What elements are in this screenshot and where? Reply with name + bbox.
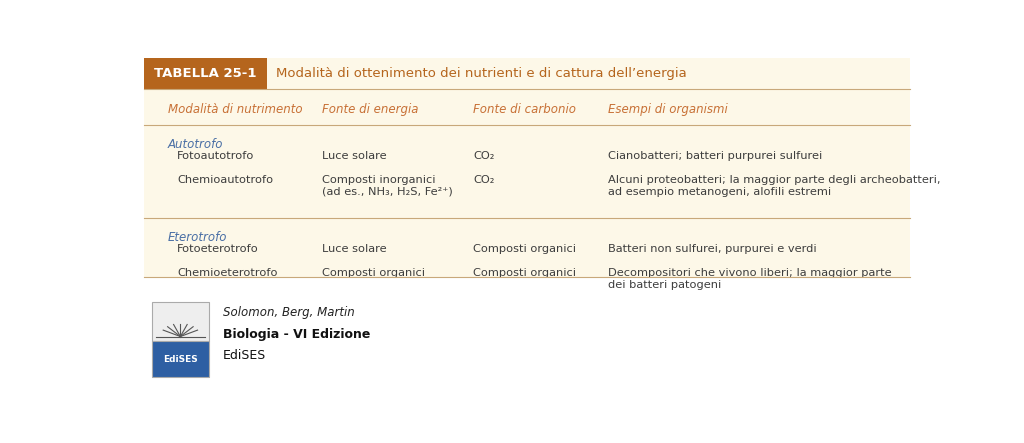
Text: Biologia - VI Edizione: Biologia - VI Edizione xyxy=(223,328,371,341)
Text: TABELLA 25-1: TABELLA 25-1 xyxy=(155,67,257,80)
Text: Cianobatteri; batteri purpurei sulfurei: Cianobatteri; batteri purpurei sulfurei xyxy=(608,151,822,161)
Text: Decompositori che vivono liberi; la maggior parte
dei batteri patogeni: Decompositori che vivono liberi; la magg… xyxy=(608,268,892,290)
FancyBboxPatch shape xyxy=(143,58,909,276)
Text: Fotoeterotrofo: Fotoeterotrofo xyxy=(177,244,259,254)
Text: Eterotrofo: Eterotrofo xyxy=(168,231,227,244)
Text: Composti inorganici
(ad es., NH₃, H₂S, Fe²⁺): Composti inorganici (ad es., NH₃, H₂S, F… xyxy=(323,175,454,197)
Text: Fonte di energia: Fonte di energia xyxy=(323,103,419,116)
Text: Chemioautotrofo: Chemioautotrofo xyxy=(177,175,273,185)
Text: Autotrofo: Autotrofo xyxy=(168,138,223,151)
Text: Luce solare: Luce solare xyxy=(323,244,387,254)
Text: Fonte di carbonio: Fonte di carbonio xyxy=(473,103,577,116)
Text: CO₂: CO₂ xyxy=(473,151,495,161)
FancyBboxPatch shape xyxy=(152,341,209,377)
Text: Modalità di ottenimento dei nutrienti e di cattura dell’energia: Modalità di ottenimento dei nutrienti e … xyxy=(276,67,687,80)
Text: EdiSES: EdiSES xyxy=(223,349,266,362)
Text: Composti organici: Composti organici xyxy=(473,268,577,278)
Text: Alcuni proteobatteri; la maggior parte degli archeobatteri,
ad esempio metanogen: Alcuni proteobatteri; la maggior parte d… xyxy=(608,175,941,197)
Text: Modalità di nutrimento: Modalità di nutrimento xyxy=(168,103,302,116)
Text: Batteri non sulfurei, purpurei e verdi: Batteri non sulfurei, purpurei e verdi xyxy=(608,244,817,254)
Text: Chemioeterotrofo: Chemioeterotrofo xyxy=(177,268,278,278)
Text: Composti organici: Composti organici xyxy=(473,244,577,254)
Text: Composti organici: Composti organici xyxy=(323,268,425,278)
FancyBboxPatch shape xyxy=(152,302,209,341)
FancyBboxPatch shape xyxy=(143,58,267,89)
Text: Luce solare: Luce solare xyxy=(323,151,387,161)
Text: CO₂: CO₂ xyxy=(473,175,495,185)
Text: Fotoautotrofo: Fotoautotrofo xyxy=(177,151,255,161)
Text: EdiSES: EdiSES xyxy=(163,355,198,364)
Text: Esempi di organismi: Esempi di organismi xyxy=(608,103,728,116)
Text: Solomon, Berg, Martin: Solomon, Berg, Martin xyxy=(223,306,355,319)
